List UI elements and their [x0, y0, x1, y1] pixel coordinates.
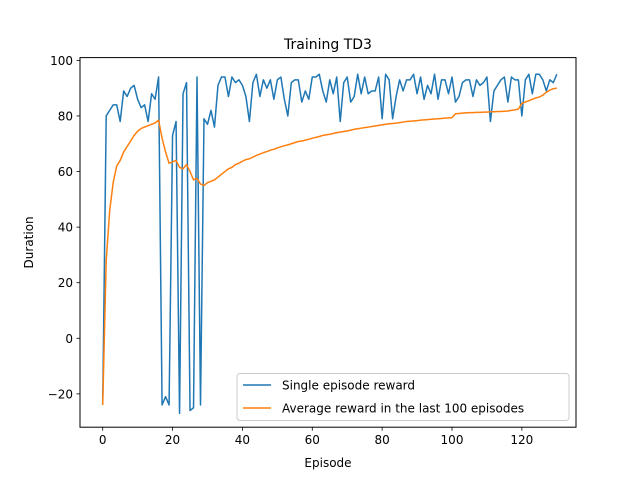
y-axis-label: Duration	[22, 216, 36, 268]
y-tick-label-2: 20	[58, 276, 73, 290]
legend: Single episode reward Average reward in …	[236, 373, 570, 421]
legend-label-1: Average reward in the last 100 episodes	[282, 402, 524, 416]
x-tick-label-1: 20	[165, 433, 180, 447]
y-tick-label-0: −20	[48, 387, 73, 401]
x-axis-label: Episode	[304, 456, 351, 470]
legend-label-0: Single episode reward	[282, 379, 415, 393]
series-line-0	[101, 73, 558, 415]
chart-title: Training TD3	[283, 37, 372, 53]
y-tick-label-1: 0	[65, 332, 73, 346]
x-tick-label-3: 60	[305, 433, 320, 447]
y-tick-label-5: 80	[58, 109, 73, 123]
legend-box	[236, 373, 570, 421]
series-line-1	[101, 87, 557, 405]
x-tick-label-0: 0	[99, 433, 107, 447]
plot-frame	[79, 57, 577, 428]
x-axis: 0 20 40 60 80 100 120	[99, 427, 533, 447]
y-tick-label-6: 100	[50, 54, 73, 68]
x-tick-label-4: 80	[375, 433, 390, 447]
x-tick-label-6: 120	[510, 433, 533, 447]
x-tick-label-5: 100	[441, 433, 464, 447]
y-tick-label-4: 60	[58, 165, 73, 179]
y-axis: −20 0 20 40 60 80 100	[48, 54, 80, 401]
series-layer	[101, 73, 558, 415]
y-tick-label-3: 40	[58, 221, 73, 235]
x-tick-label-2: 40	[235, 433, 250, 447]
